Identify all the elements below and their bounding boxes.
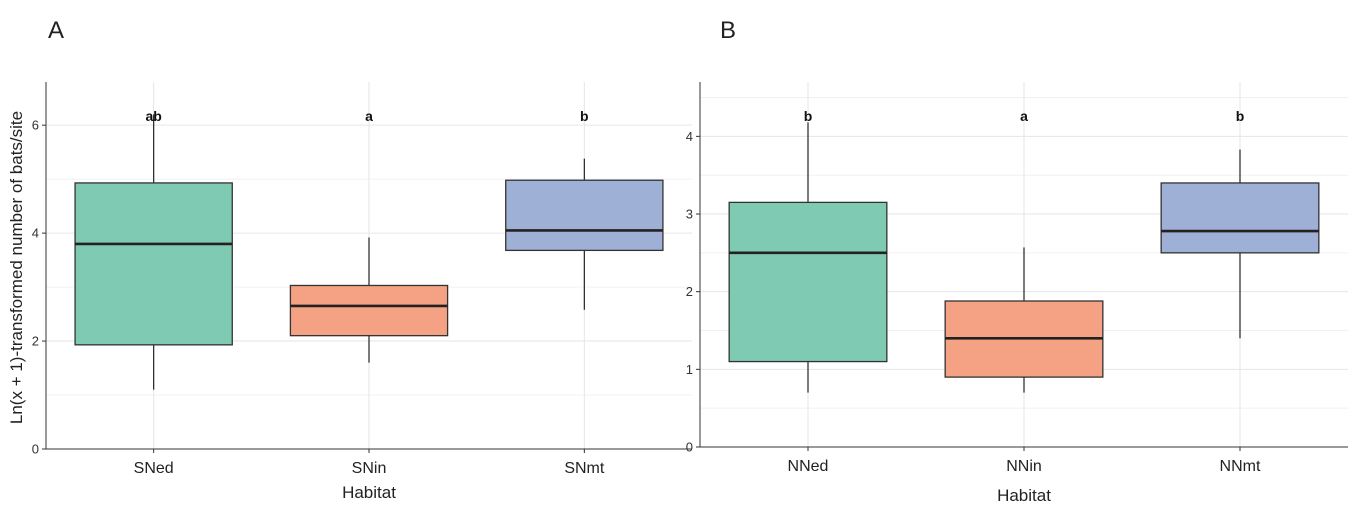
box-nnin <box>944 247 1104 393</box>
panel-b: B 0 1 2 3 4 NNed b NNin a NNmt b Habitat <box>686 17 1348 505</box>
y-tick-label: 4 <box>686 129 693 144</box>
category-label: SNin <box>352 460 387 477</box>
y-tick-label: 3 <box>686 207 693 222</box>
box-sned <box>74 114 233 390</box>
y-tick-label: 1 <box>686 362 693 377</box>
significance-label: b <box>580 108 589 124</box>
panel-label: B <box>720 17 736 44</box>
x-axis-title: Habitat <box>342 483 396 502</box>
significance-label: ab <box>145 108 161 124</box>
significance-label: a <box>1020 108 1028 124</box>
iqr-box <box>1160 182 1320 254</box>
y-axis-title: Ln(x + 1)-transformed number of bats/sit… <box>7 111 26 424</box>
y-tick-label: 0 <box>686 440 693 455</box>
category-label: NNin <box>1006 458 1042 475</box>
box-nned <box>728 122 888 393</box>
iqr-box <box>289 284 449 337</box>
iqr-box <box>505 179 664 252</box>
y-tick-label: 2 <box>32 334 39 349</box>
box-snmt <box>505 158 664 310</box>
panel-a: A 0 2 4 6 SNed ab SNin a SNmt b Habitat Ln(x + 1)-tr… <box>7 17 692 502</box>
y-tick-label: 4 <box>32 226 39 241</box>
category-label: NNmt <box>1220 458 1261 475</box>
category-label: NNed <box>788 458 829 475</box>
iqr-box <box>74 182 233 346</box>
y-tick-label: 6 <box>32 118 39 133</box>
category-label: SNmt <box>564 460 605 477</box>
box-nnmt <box>1160 149 1320 339</box>
significance-label: b <box>804 108 813 124</box>
category-label: SNed <box>134 460 174 477</box>
panel-label: A <box>48 17 64 44</box>
iqr-box <box>728 201 888 363</box>
y-tick-label: 2 <box>686 284 693 299</box>
y-tick-label: 0 <box>32 442 39 457</box>
significance-label: b <box>1236 108 1245 124</box>
box-snin <box>289 237 449 363</box>
significance-label: a <box>365 108 373 124</box>
x-axis-title: Habitat <box>997 486 1051 504</box>
